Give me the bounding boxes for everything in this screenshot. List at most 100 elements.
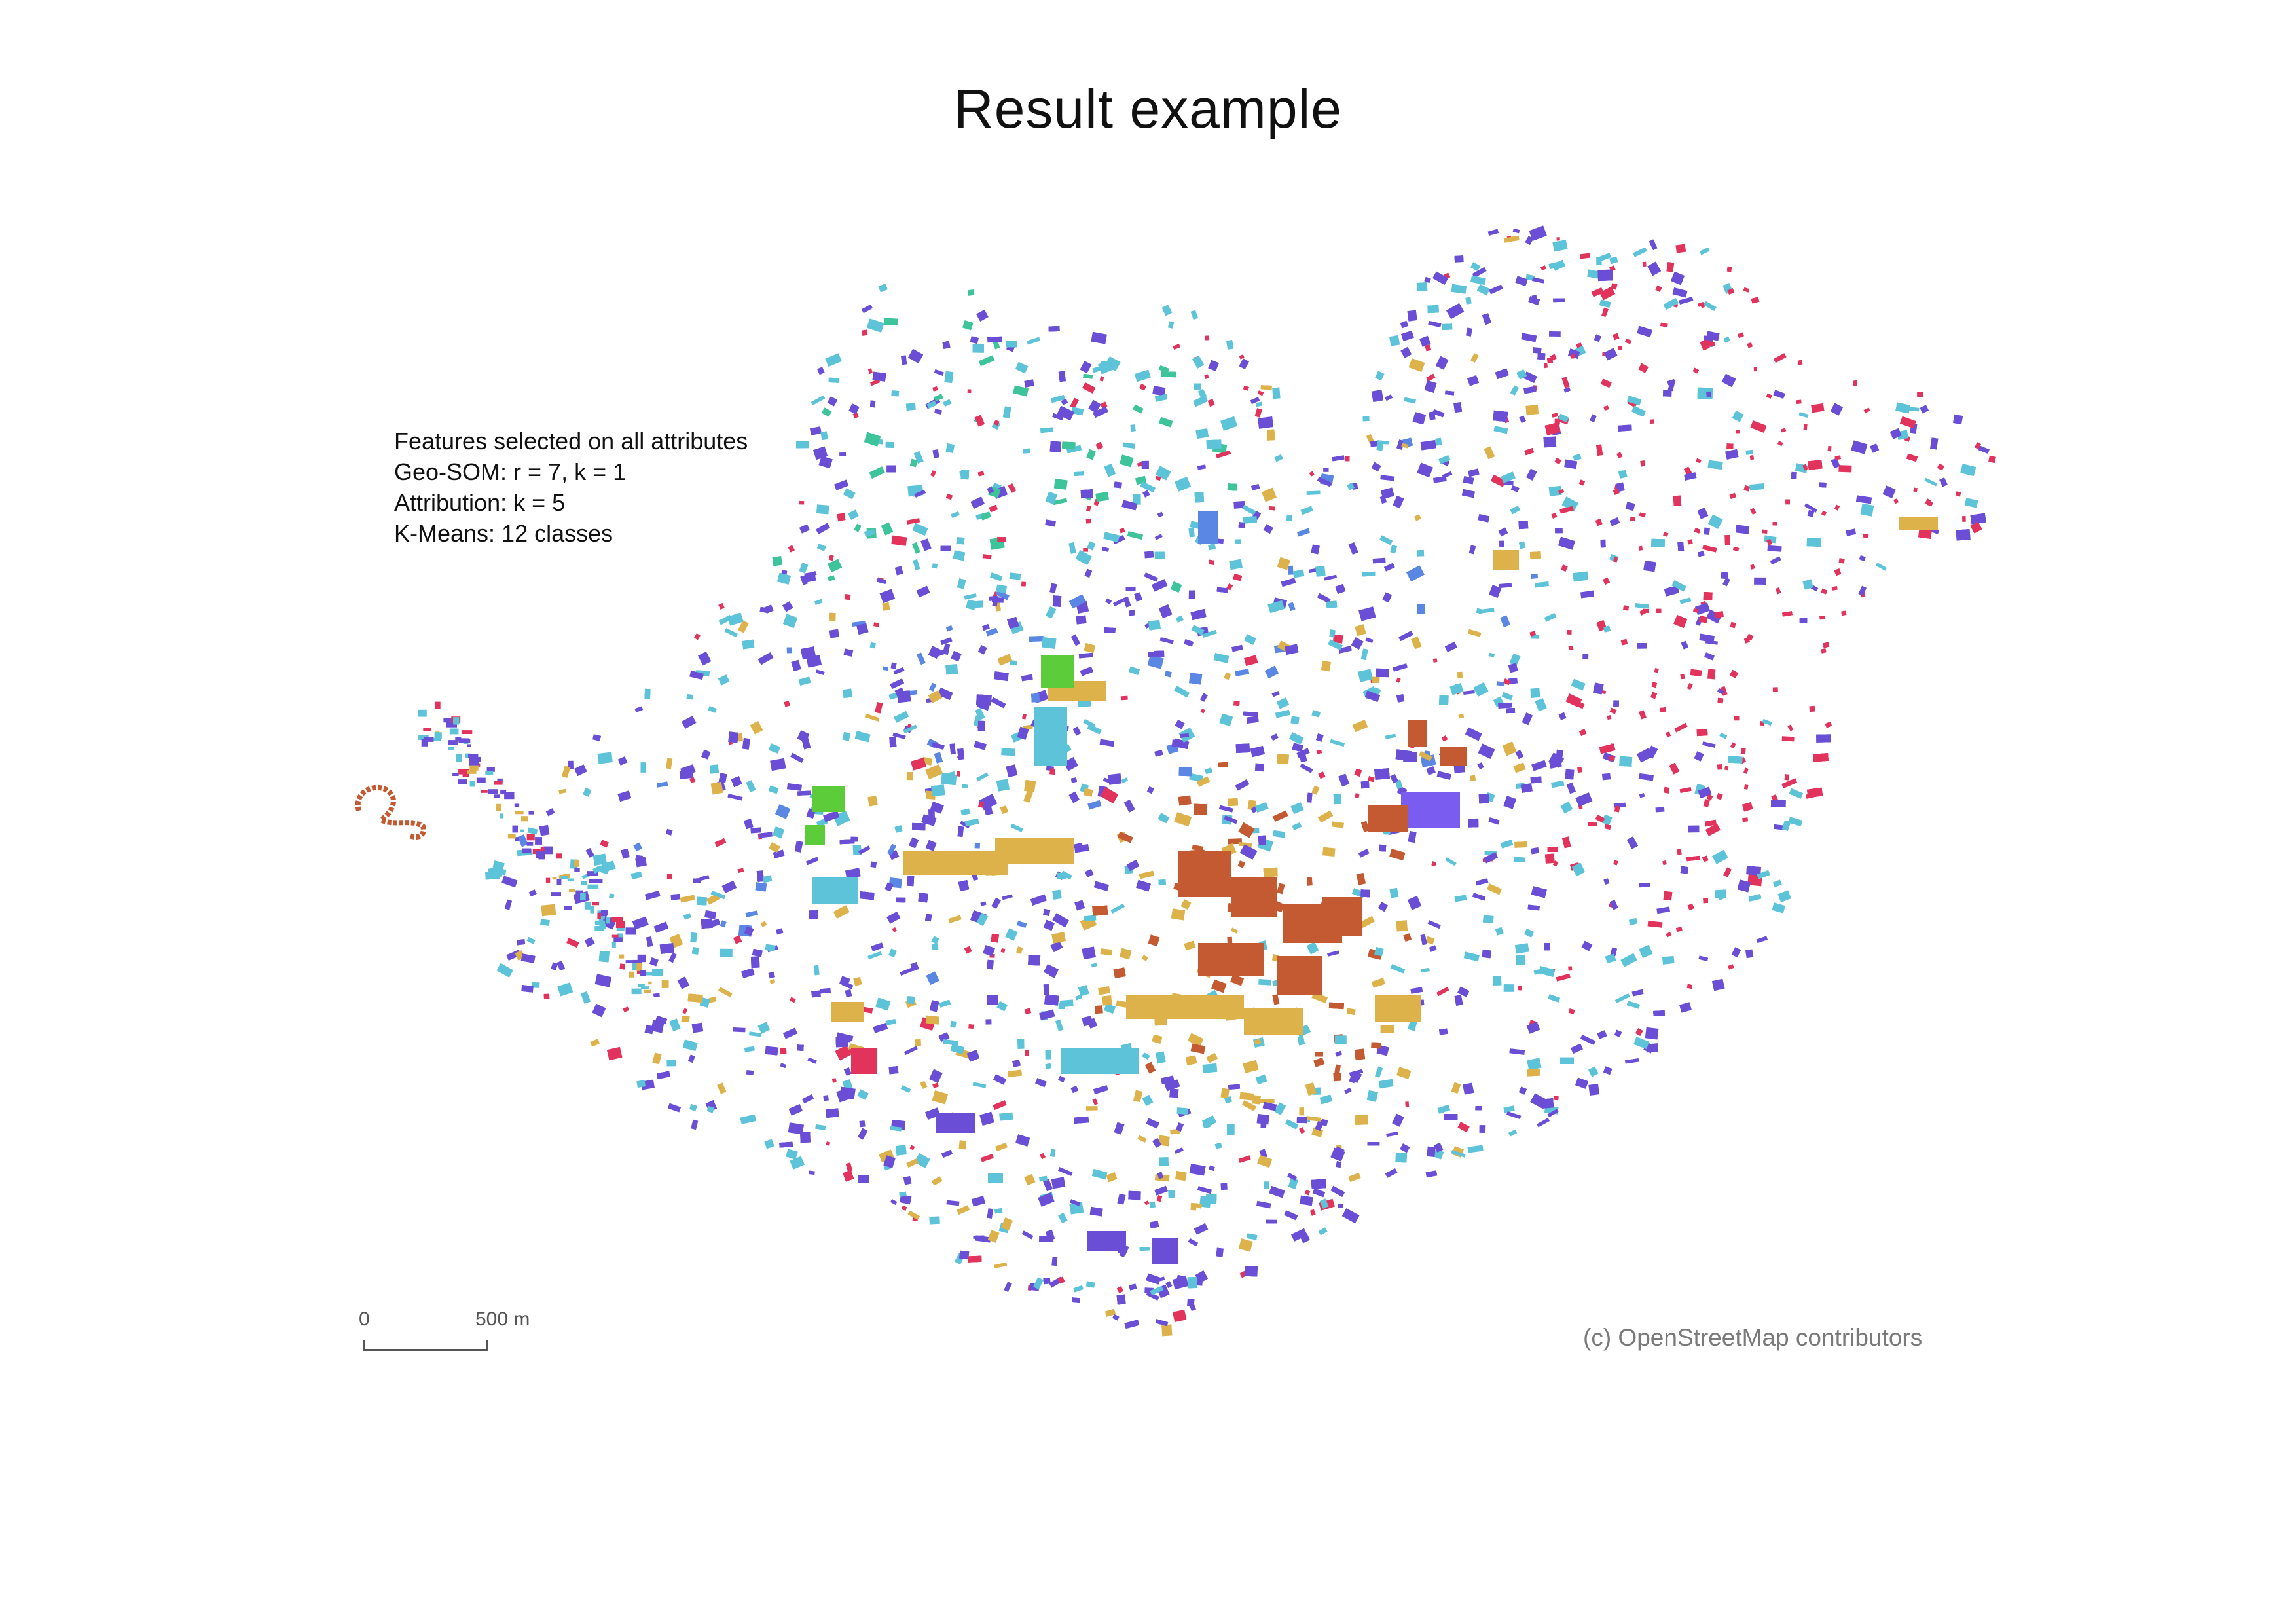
building-footprint [1175,720,1185,729]
building-footprint [632,916,649,930]
building-footprint [666,1060,676,1067]
building-footprint [1335,583,1346,595]
building-footprint [1141,955,1148,961]
building-footprint [990,572,1003,581]
building-footprint [1726,443,1734,450]
building-footprint [1376,440,1384,451]
building-footprint [1503,984,1514,992]
building-footprint [1317,477,1332,487]
building-footprint [797,1044,804,1052]
building-footprint [1690,669,1702,676]
building-footprint [1256,1200,1271,1209]
building-footprint [1208,360,1219,371]
building-footprint [918,892,929,903]
building-footprint [682,1008,688,1014]
building-footprint [1008,483,1017,493]
building-footprint [1157,813,1170,824]
building-footprint [1001,1217,1013,1231]
building-footprint [1306,1116,1322,1122]
building-footprint [1175,615,1184,623]
building-footprint [1568,1008,1575,1014]
building-footprint [1152,1034,1163,1044]
building-footprint [962,784,968,788]
building-footprint [929,1000,939,1012]
building-footprint [1703,898,1709,904]
building-footprint [1049,1149,1056,1157]
building-footprint [1613,488,1620,495]
building-footprint [1304,1189,1311,1196]
building-footprint [551,962,558,970]
building-footprint [1757,870,1770,879]
building-footprint [1005,928,1018,941]
building-footprint [1802,579,1813,590]
building-footprint [1463,951,1480,962]
building-footprint [1058,1075,1066,1082]
building-footprint [1698,955,1709,961]
building-footprint [977,471,985,477]
building-footprint [828,575,835,581]
building-footprint [1084,915,1097,921]
building-footprint [651,1020,665,1033]
building-footprint [691,1022,704,1033]
building-footprint [682,716,697,729]
building-footprint [1327,950,1339,957]
building-footprint [1706,331,1720,341]
building-footprint [1154,534,1163,540]
building-footprint [940,545,951,551]
building-footprint [864,528,875,538]
building-footprint [1671,271,1685,286]
building-footprint [1254,408,1262,418]
building-footprint [1230,927,1238,934]
building-footprint [1157,1172,1164,1179]
building-footprint [882,602,890,611]
building-footprint [1105,598,1112,604]
building-footprint [1662,860,1667,866]
building-footprint [816,504,829,515]
building-footprint [1908,407,1920,412]
building-footprint [861,304,873,314]
building-footprint [1104,627,1116,634]
building-footprint [1449,683,1464,695]
building-footprint [1051,1257,1058,1266]
building-footprint [797,790,811,796]
building-footprint [1702,545,1717,553]
building-footprint [985,627,998,637]
building-footprint [1568,966,1573,971]
building-footprint [1307,792,1313,803]
building-footprint [1288,602,1296,612]
building-footprint [1721,373,1736,388]
building-footprint [1371,390,1384,403]
building-footprint [1744,784,1749,790]
building-footprint [1642,261,1647,267]
building-footprint [1724,535,1730,545]
building-footprint [1531,760,1547,771]
building-footprint [1596,444,1603,456]
building-footprint [1432,658,1438,663]
building-footprint [1250,397,1260,405]
building-footprint [1791,471,1797,479]
building-footprint [1508,1129,1518,1137]
building-footprint [1495,368,1509,379]
building-footprint [957,578,966,589]
building-footprint [911,822,926,831]
building-footprint [1154,394,1168,402]
building-footprint [1560,564,1568,572]
building-footprint [1204,374,1209,379]
building-footprint [1244,1266,1258,1277]
building-footprint [1127,531,1143,540]
building-footprint [1607,715,1612,720]
building-footprint [1707,669,1716,680]
building-footprint [1470,262,1481,272]
building-footprint [1816,734,1831,743]
building-footprint [1051,395,1065,403]
building-footprint [683,913,692,920]
building-footprint [1777,890,1791,903]
building-footprint [1052,889,1062,900]
building-footprint [971,1196,986,1207]
building-footprint [1192,845,1204,852]
building-footprint [864,432,881,447]
building-footprint [815,1124,826,1130]
building-footprint [1654,667,1659,673]
building-footprint [1164,671,1172,678]
building-footprint [1045,1063,1052,1069]
